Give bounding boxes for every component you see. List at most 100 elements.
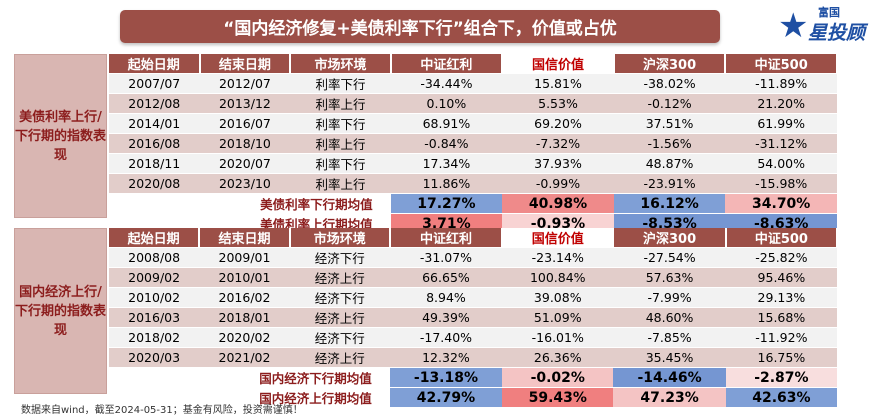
table-cell: 利率下行 <box>290 73 391 94</box>
table-cell: 2012/07 <box>199 73 291 94</box>
table-row: 2018/11 2020/07 利率下行 17.34% 37.93% 48.87% 54.0… <box>109 153 837 174</box>
table-cell: -7.85% <box>613 327 726 348</box>
table-cell: 95.46% <box>725 267 837 288</box>
table-cell: 35.45% <box>613 347 726 368</box>
average-cell: -0.02% <box>502 367 614 388</box>
table-cell: 51.09% <box>502 307 614 328</box>
table-row: 2018/02 2020/02 经济下行 -17.40% -16.01% -7.85% -1… <box>109 327 837 348</box>
table-cell: 29.13% <box>725 287 837 308</box>
table-cell: 69.20% <box>502 113 614 134</box>
table-cell: 100.84% <box>502 267 614 288</box>
table-cell: 利率上行 <box>290 133 391 154</box>
average-label: 国内经济上行期均值 <box>109 387 390 408</box>
brand-logo: ★ 富国 星投顾 <box>778 4 868 48</box>
average-row: 国内经济下行期均值 -13.18% -0.02% -14.46% -2.87% <box>109 367 837 388</box>
table-cell: -15.98% <box>725 173 837 194</box>
table-cell: -31.07% <box>389 247 503 268</box>
column-header: 市场环境 <box>289 228 391 248</box>
average-row: 美债利率下行期均值 17.27% 40.98% 16.12% 34.70% <box>109 193 837 214</box>
star-icon: ★ <box>778 6 809 46</box>
table-cell: 21.20% <box>725 93 837 114</box>
table-cell: 2013/12 <box>199 93 291 114</box>
table-cell: 11.86% <box>390 173 503 194</box>
table-row: 2009/02 2010/01 经济上行 66.65% 100.84% 57.63% 95.… <box>109 267 837 288</box>
table-cell: -38.02% <box>613 73 726 94</box>
table-cell: -27.54% <box>613 247 726 268</box>
table-cell: -0.84% <box>390 133 503 154</box>
page-title: “国内经济修复+美债利率下行”组合下，价值或占优 <box>120 10 720 43</box>
table-cell: -0.12% <box>613 93 726 114</box>
table-cell: 经济上行 <box>289 307 390 328</box>
table-cell: -31.12% <box>725 133 837 154</box>
table-row: 2014/01 2016/07 利率下行 68.91% 69.20% 37.51% 61.9… <box>109 113 837 134</box>
table-cell: 2018/10 <box>199 133 291 154</box>
table-cell: 66.65% <box>389 267 503 288</box>
table-cell: 2009/01 <box>199 247 290 268</box>
table-cell: 经济上行 <box>289 347 390 368</box>
column-header: 起始日期 <box>109 228 201 248</box>
table-cell: 利率下行 <box>290 113 391 134</box>
average-cell: 34.70% <box>725 193 837 214</box>
table-cell: 2012/08 <box>109 93 200 114</box>
logo-main-text: 星投顾 <box>808 22 866 44</box>
table-cell: 15.68% <box>725 307 837 328</box>
table-cell: 2020/07 <box>199 153 291 174</box>
average-cell: 42.63% <box>725 387 837 408</box>
column-header: 市场环境 <box>290 54 392 74</box>
average-label: 美债利率下行期均值 <box>109 193 391 214</box>
table-cell: 利率下行 <box>290 153 391 174</box>
section-label: 国内经济上行/下行期的指数表现 <box>14 228 107 394</box>
table-cell: 2018/02 <box>109 327 200 348</box>
table-cell: 2007/07 <box>109 73 200 94</box>
column-header: 中证红利 <box>389 228 504 248</box>
table-cell: 2014/01 <box>109 113 200 134</box>
average-cell: -14.46% <box>613 367 726 388</box>
table-cell: 61.99% <box>725 113 837 134</box>
table-cell: 2020/08 <box>109 173 200 194</box>
table-cell: -0.99% <box>502 173 614 194</box>
table-cell: -17.40% <box>389 327 503 348</box>
table-cell: -23.14% <box>502 247 614 268</box>
table-cell: 49.39% <box>389 307 503 328</box>
table-row: 2020/03 2021/02 经济上行 12.32% 26.36% 35.45% 16.7… <box>109 347 837 368</box>
column-header: 结束日期 <box>199 228 291 248</box>
table-cell: 0.10% <box>390 93 503 114</box>
column-header: 起始日期 <box>109 54 201 74</box>
table-cell: -7.32% <box>502 133 614 154</box>
table-header-row: 起始日期 结束日期 市场环境 中证红利 国信价值 沪深300 中证500 <box>109 54 838 74</box>
table-cell: 26.36% <box>502 347 614 368</box>
table-row: 2007/07 2012/07 利率下行 -34.44% 15.81% -38.02% -1… <box>109 73 837 94</box>
column-header: 国信价值 <box>502 54 615 74</box>
table-cell: 2010/01 <box>199 267 290 288</box>
average-cell: 16.12% <box>613 193 726 214</box>
average-cell: -13.18% <box>389 367 503 388</box>
table-cell: 37.51% <box>613 113 726 134</box>
table-cell: 48.60% <box>613 307 726 328</box>
table-cell: -23.91% <box>613 173 726 194</box>
table-cell: 2018/11 <box>109 153 200 174</box>
table-cell: 2008/08 <box>109 247 200 268</box>
table-cell: 2016/07 <box>199 113 291 134</box>
table-row: 2016/03 2018/01 经济上行 49.39% 51.09% 48.60% 15.6… <box>109 307 837 328</box>
table-cell: 经济下行 <box>289 247 390 268</box>
table-cell: -11.92% <box>725 327 837 348</box>
table-cell: 2021/02 <box>199 347 290 368</box>
table-cell: 17.34% <box>390 153 503 174</box>
table-row: 2008/08 2009/01 经济下行 -31.07% -23.14% -27.54% -… <box>109 247 837 268</box>
column-header: 国信价值 <box>502 228 615 248</box>
table-cell: 2020/03 <box>109 347 200 368</box>
table-cell: 利率上行 <box>290 173 391 194</box>
table-cell: -34.44% <box>390 73 503 94</box>
table-cell: 12.32% <box>389 347 503 368</box>
column-header: 中证500 <box>725 228 839 248</box>
table-cell: 2016/08 <box>109 133 200 154</box>
table-cell: 2018/01 <box>199 307 290 328</box>
data-table: 起始日期 结束日期 市场环境 中证红利 国信价值 沪深300 中证500 2008/08 20… <box>109 228 839 408</box>
average-row: 国内经济上行期均值 42.79% 59.43% 47.23% 42.63% <box>109 387 837 408</box>
table-cell: 2009/02 <box>109 267 200 288</box>
average-label: 国内经济下行期均值 <box>109 367 390 388</box>
table-cell: 48.87% <box>613 153 726 174</box>
table-cell: 68.91% <box>390 113 503 134</box>
average-cell: 42.79% <box>389 387 503 408</box>
table-row: 2016/08 2018/10 利率上行 -0.84% -7.32% -1.56% -31.… <box>109 133 837 154</box>
